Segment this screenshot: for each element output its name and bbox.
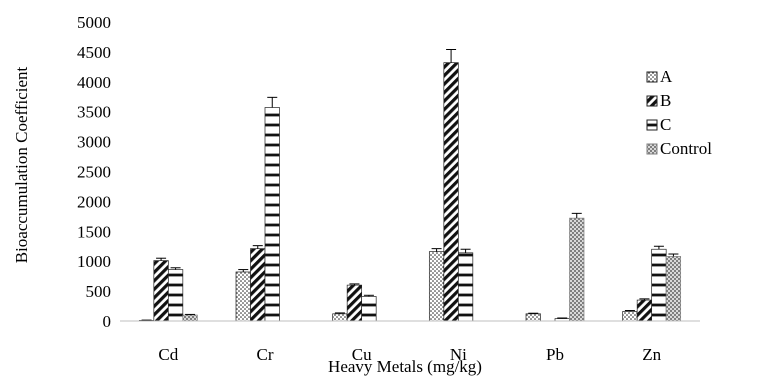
legend-label-a: A	[660, 67, 673, 86]
legend-swatch-b	[646, 95, 658, 107]
bar-b-ni	[443, 62, 459, 322]
bar-c-cd	[167, 269, 184, 322]
x-category-label: Cd	[158, 345, 178, 364]
bars	[138, 62, 682, 322]
x-category-label: Pb	[546, 345, 564, 364]
bar-control-zn	[665, 256, 682, 322]
y-tick-label: 3500	[77, 103, 111, 122]
y-tick-label: 5000	[77, 13, 111, 32]
legend-label-b: B	[660, 91, 671, 110]
y-tick-label: 1500	[77, 222, 111, 241]
bar-a-cu	[332, 313, 348, 322]
legend-label-c: C	[660, 115, 671, 134]
bar-b-cd	[153, 260, 169, 322]
bar-b-cu	[346, 284, 363, 322]
bar-b-zn	[636, 299, 653, 322]
bar-a-pb	[525, 313, 541, 322]
legend-swatch-c	[646, 119, 658, 131]
bar-control-pb	[569, 217, 585, 322]
bar-a-cr	[235, 271, 251, 322]
y-tick-label: 500	[86, 282, 112, 301]
bar-control-cd	[182, 314, 198, 322]
y-tick-label: 4500	[77, 43, 111, 62]
legend-swatch-control	[646, 143, 658, 155]
y-tick-label: 2500	[77, 163, 111, 182]
bar-c-ni	[457, 252, 474, 322]
bar-a-ni	[428, 251, 445, 322]
x-category-label: Ni	[450, 345, 467, 364]
bar-b-cr	[250, 248, 266, 322]
bar-c-cu	[361, 296, 377, 322]
legend-swatch-a	[646, 71, 658, 83]
legend-label-control: Control	[660, 139, 712, 158]
x-category-label: Zn	[642, 345, 661, 364]
error-bars	[141, 49, 679, 321]
y-axis-ticks: 0 500 1000 1500 2000 2500 3000 3500 4000 4500 5000	[77, 13, 111, 331]
y-tick-label: 3000	[77, 133, 111, 152]
x-category-label: Cr	[257, 345, 274, 364]
x-category-label: Cu	[352, 345, 372, 364]
y-tick-label: 4000	[77, 73, 111, 92]
y-tick-label: 2000	[77, 192, 111, 211]
x-axis-categories: Cd Cr Cu Ni Pb Zn	[158, 345, 661, 364]
bar-c-zn	[651, 248, 667, 322]
bar-a-zn	[622, 311, 638, 322]
y-tick-label: 1000	[77, 252, 111, 271]
bar-c-cr	[264, 107, 280, 322]
legend: ABC Control	[646, 67, 712, 158]
y-tick-label: 0	[103, 312, 112, 331]
x-axis-title: Heavy Metals (mg/kg)	[328, 357, 482, 376]
y-axis-title: Bioaccumulation Coefficient	[12, 66, 31, 263]
